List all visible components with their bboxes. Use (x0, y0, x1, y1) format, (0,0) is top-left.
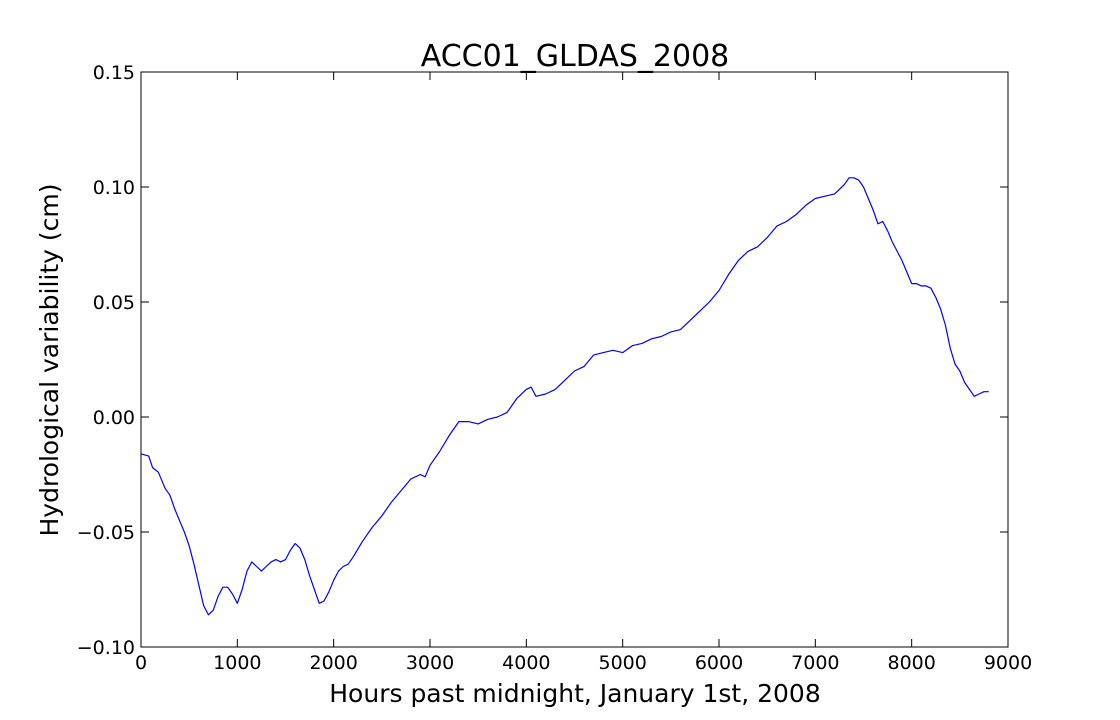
x-tick-label: 1000 (213, 652, 261, 674)
x-tick-label: 5000 (598, 652, 646, 674)
plot-area (140, 71, 1009, 648)
y-tick-label: 0.10 (93, 177, 135, 199)
x-tick-label: 9000 (984, 652, 1032, 674)
y-tick-label: −0.05 (77, 522, 135, 544)
y-axis-label: Hydrological variability (cm) (35, 183, 64, 536)
x-tick-label: 0 (135, 652, 147, 674)
chart-title: ACC01_GLDAS_2008 (421, 39, 730, 74)
x-tick-label: 3000 (406, 652, 454, 674)
y-tick-label: 0.00 (93, 407, 135, 429)
axes-frame (140, 71, 1009, 648)
x-tick-label: 8000 (887, 652, 935, 674)
series-line-0 (140, 177, 989, 616)
x-tick-label: 7000 (791, 652, 839, 674)
x-axis-label: Hours past midnight, January 1st, 2008 (329, 679, 821, 708)
data-layer (140, 177, 989, 616)
x-tick-label: 4000 (502, 652, 550, 674)
x-tick-label: 6000 (695, 652, 743, 674)
y-tick-label: 0.05 (93, 292, 135, 314)
y-tick-label: 0.15 (93, 62, 135, 84)
x-axis-ticks: 0 1000 2000 3000 4000 5000 6000 7000 8000 9000 (135, 72, 1032, 674)
x-tick-label: 2000 (309, 652, 357, 674)
y-tick-label: −0.10 (77, 637, 135, 659)
y-axis-ticks: −0.10 −0.05 0.00 0.05 0.10 0.15 (77, 62, 1008, 659)
